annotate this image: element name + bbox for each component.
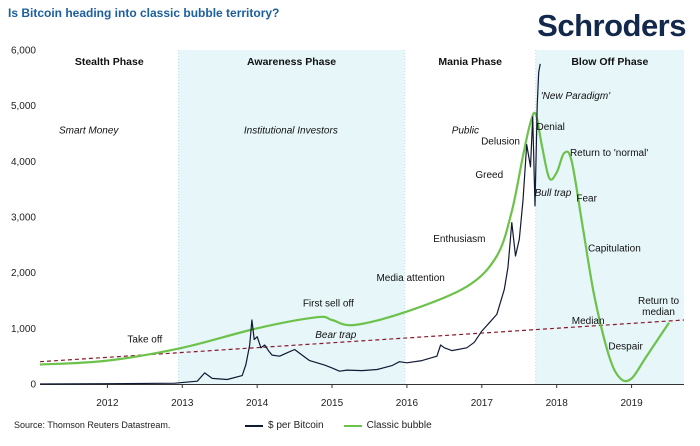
y-tick-label: 6,000 bbox=[11, 46, 36, 57]
y-tick-label: 4,000 bbox=[11, 157, 36, 168]
annotation-label: Greed bbox=[475, 170, 503, 181]
x-tick-label: 2018 bbox=[546, 398, 569, 409]
legend-swatch-bitcoin bbox=[245, 424, 263, 427]
source-note: Source: Thomson Reuters Datastream. bbox=[14, 420, 171, 430]
annotation-label: Denial bbox=[537, 122, 565, 133]
x-tick-label: 2017 bbox=[471, 398, 494, 409]
x-tick-label: 2019 bbox=[620, 398, 643, 409]
y-tick-label: 3,000 bbox=[11, 213, 36, 224]
x-tick-label: 2016 bbox=[396, 398, 419, 409]
annotation-label: Public bbox=[452, 126, 479, 137]
y-tick-label: 5,000 bbox=[11, 101, 36, 112]
bubble-line-group bbox=[39, 111, 670, 383]
y-tick-label: 2,000 bbox=[11, 268, 36, 279]
x-tick-label: 2014 bbox=[246, 398, 269, 409]
annotation-label: median bbox=[642, 307, 675, 318]
annotation-label: Fear bbox=[576, 193, 597, 204]
annotation-label: 'New Paradigm' bbox=[541, 91, 611, 102]
legend-item-bitcoin: $ per Bitcoin bbox=[245, 420, 324, 431]
annotation-label: Delusion bbox=[481, 137, 520, 148]
y-tick-label: 1,000 bbox=[11, 324, 36, 335]
phase-label: Awareness Phase bbox=[247, 56, 336, 68]
bitcoin-line-group bbox=[39, 63, 541, 385]
x-tick-label: 2013 bbox=[171, 398, 194, 409]
annotation-label: Return to 'normal' bbox=[570, 148, 648, 159]
axes: 0 1,000 2,000 3,000 4,000 5,000 6,000 2012 2013 2… bbox=[11, 46, 684, 409]
phase-label: Blow Off Phase bbox=[571, 56, 648, 68]
annotation-label: Smart Money bbox=[59, 126, 119, 137]
legend: $ per Bitcoin Classic bubble bbox=[245, 420, 446, 431]
x-tick-label: 2012 bbox=[96, 398, 119, 409]
chart-title: Is Bitcoin heading into classic bubble t… bbox=[8, 6, 280, 20]
annotation-label: Take off bbox=[127, 334, 162, 345]
annotation-label: Media attention bbox=[376, 273, 444, 284]
annotation-label: Bull trap bbox=[535, 188, 572, 199]
legend-swatch-bubble bbox=[343, 424, 362, 427]
annotation-label: Bear trap bbox=[315, 330, 357, 341]
annotation-label: Return to bbox=[638, 296, 680, 307]
y-tick-label: 0 bbox=[30, 380, 36, 391]
legend-label-bitcoin: $ per Bitcoin bbox=[268, 420, 324, 431]
series-line-classic-bubble bbox=[39, 111, 670, 383]
annotation-label: Enthusiasm bbox=[433, 234, 485, 245]
phase-labels: Stealth Phase Awareness Phase Mania Phase B… bbox=[75, 56, 649, 68]
annotations: Smart Money Institutional Investors Public… bbox=[59, 91, 680, 353]
annotation-label: Capitulation bbox=[588, 244, 641, 255]
legend-label-bubble: Classic bubble bbox=[366, 420, 432, 431]
annotation-label: First sell off bbox=[303, 299, 354, 310]
annotation-label: Institutional Investors bbox=[244, 126, 338, 137]
phase-label: Stealth Phase bbox=[75, 56, 144, 68]
legend-item-bubble: Classic bubble bbox=[343, 420, 432, 431]
schroders-logo: Schroders bbox=[537, 8, 686, 43]
annotation-label: Despair bbox=[608, 341, 643, 352]
x-tick-label: 2015 bbox=[321, 398, 344, 409]
annotation-label: Median bbox=[572, 316, 605, 327]
series-line-bitcoin bbox=[39, 63, 541, 385]
phase-label: Mania Phase bbox=[438, 56, 502, 68]
phase-band bbox=[178, 50, 405, 384]
